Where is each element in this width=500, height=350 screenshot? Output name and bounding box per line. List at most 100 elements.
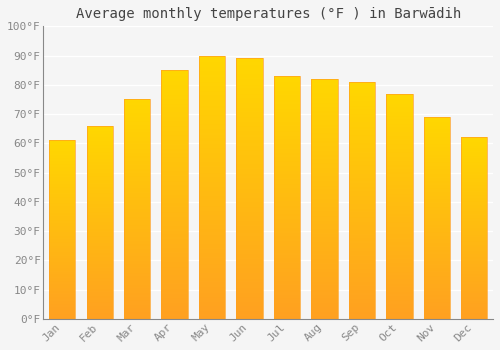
Bar [312, 164, 338, 165]
Bar [349, 204, 375, 205]
Bar [349, 281, 375, 282]
Bar [49, 278, 76, 279]
Bar [312, 237, 338, 238]
Bar [386, 213, 412, 214]
Bar [49, 286, 76, 287]
Bar [349, 254, 375, 255]
Bar [86, 250, 113, 251]
Bar [312, 220, 338, 222]
Bar [274, 250, 300, 251]
Bar [461, 182, 487, 183]
Bar [386, 98, 412, 99]
Bar [312, 222, 338, 223]
Bar [312, 234, 338, 235]
Bar [236, 142, 262, 143]
Bar [236, 78, 262, 79]
Bar [49, 162, 76, 163]
Bar [199, 231, 225, 232]
Bar [349, 142, 375, 144]
Bar [312, 155, 338, 156]
Bar [162, 148, 188, 150]
Bar [236, 62, 262, 64]
Bar [236, 275, 262, 276]
Bar [86, 168, 113, 169]
Bar [49, 186, 76, 187]
Bar [86, 178, 113, 179]
Bar [349, 295, 375, 296]
Bar [236, 228, 262, 229]
Bar [124, 232, 150, 233]
Bar [461, 271, 487, 272]
Bar [274, 181, 300, 182]
Bar [461, 224, 487, 225]
Bar [386, 267, 412, 268]
Bar [236, 234, 262, 236]
Bar [274, 216, 300, 217]
Bar [49, 266, 76, 267]
Bar [124, 201, 150, 202]
Bar [386, 233, 412, 235]
Bar [86, 295, 113, 296]
Bar [162, 120, 188, 121]
Bar [386, 131, 412, 132]
Bar [236, 124, 262, 125]
Bar [124, 306, 150, 307]
Bar [424, 210, 450, 211]
Bar [424, 123, 450, 124]
Bar [124, 315, 150, 316]
Bar [349, 298, 375, 299]
Bar [199, 215, 225, 216]
Bar [312, 209, 338, 210]
Bar [199, 210, 225, 211]
Bar [424, 131, 450, 132]
Bar [236, 286, 262, 288]
Bar [199, 254, 225, 256]
Bar [162, 146, 188, 147]
Bar [274, 200, 300, 201]
Bar [424, 213, 450, 214]
Bar [49, 279, 76, 280]
Bar [312, 301, 338, 302]
Bar [124, 102, 150, 103]
Bar [312, 134, 338, 135]
Bar [274, 99, 300, 100]
Bar [274, 76, 300, 319]
Bar [236, 207, 262, 208]
Bar [86, 198, 113, 199]
Bar [312, 288, 338, 289]
Bar [274, 281, 300, 282]
Bar [199, 66, 225, 68]
Bar [124, 243, 150, 244]
Bar [162, 175, 188, 176]
Bar [124, 150, 150, 151]
Bar [124, 185, 150, 186]
Bar [124, 149, 150, 150]
Bar [312, 224, 338, 225]
Bar [124, 260, 150, 261]
Bar [274, 142, 300, 143]
Bar [312, 177, 338, 178]
Bar [86, 275, 113, 276]
Bar [424, 190, 450, 191]
Bar [199, 106, 225, 107]
Bar [162, 239, 188, 240]
Bar [349, 312, 375, 313]
Bar [162, 229, 188, 231]
Bar [199, 116, 225, 118]
Bar [236, 77, 262, 78]
Bar [274, 308, 300, 309]
Bar [461, 249, 487, 250]
Bar [49, 244, 76, 245]
Bar [49, 254, 76, 255]
Bar [386, 226, 412, 228]
Bar [312, 93, 338, 94]
Bar [386, 108, 412, 109]
Bar [312, 228, 338, 229]
Bar [312, 296, 338, 297]
Bar [199, 311, 225, 312]
Bar [424, 217, 450, 218]
Bar [312, 231, 338, 232]
Bar [386, 197, 412, 198]
Bar [424, 289, 450, 290]
Bar [86, 196, 113, 197]
